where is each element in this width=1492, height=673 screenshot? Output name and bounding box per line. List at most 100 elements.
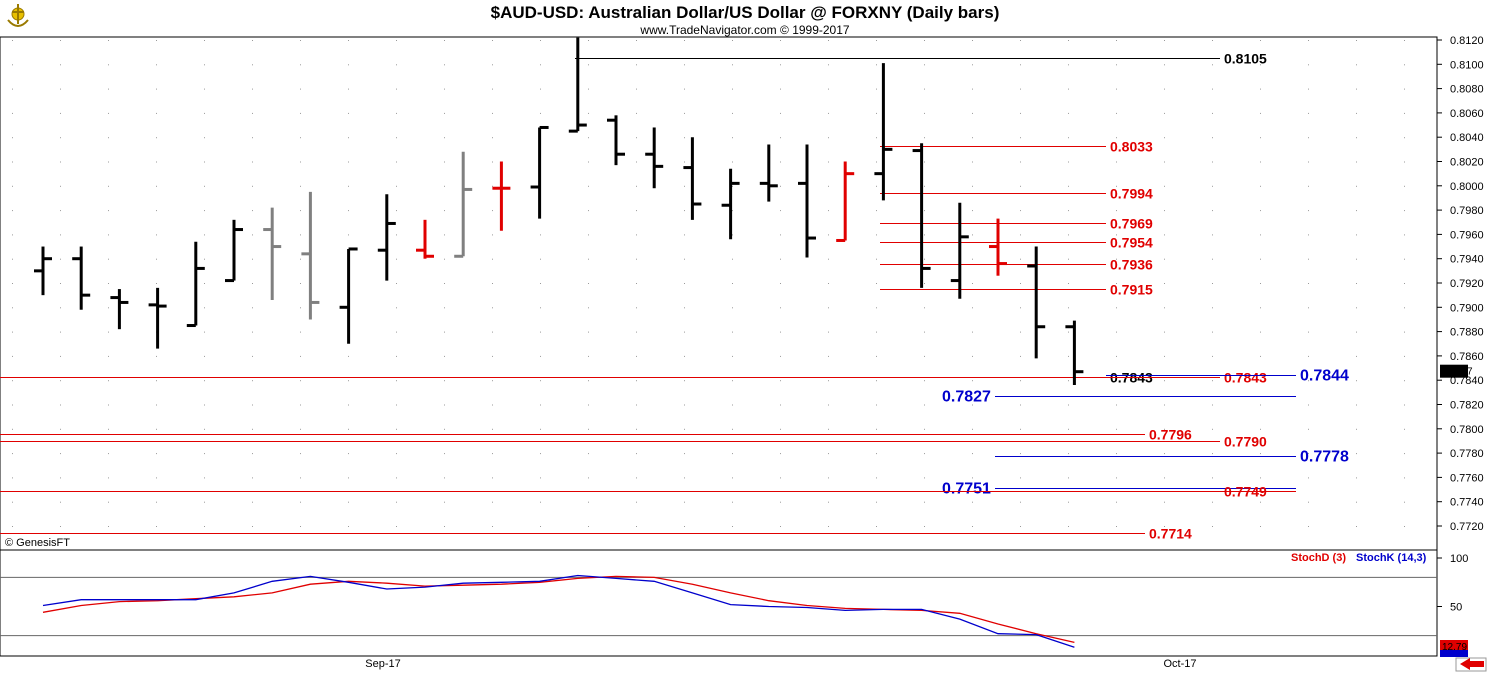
grid-dot bbox=[252, 64, 253, 66]
grid-dot bbox=[924, 501, 925, 503]
grid-dot bbox=[732, 380, 733, 382]
grid-dot bbox=[588, 258, 589, 260]
grid-dot bbox=[396, 88, 397, 90]
grid-dot bbox=[60, 453, 61, 455]
grid-dot bbox=[924, 161, 925, 163]
grid-dot bbox=[12, 307, 13, 309]
grid-dot bbox=[396, 112, 397, 114]
grid-dot bbox=[828, 526, 829, 527]
grid-dot bbox=[1356, 112, 1357, 114]
grid-dot bbox=[540, 234, 541, 236]
grid-dot bbox=[1020, 40, 1021, 41]
grid-dot bbox=[1308, 428, 1309, 430]
stoch-k-legend: StochK (14,3) bbox=[1356, 552, 1427, 564]
grid-dot bbox=[492, 40, 493, 41]
scroll-left-arrow-icon[interactable] bbox=[1455, 657, 1487, 672]
grid-dot bbox=[1164, 404, 1165, 406]
grid-dot bbox=[1260, 428, 1261, 430]
grid-dot bbox=[204, 88, 205, 90]
grid-dot bbox=[636, 64, 637, 66]
grid-dot bbox=[1308, 234, 1309, 236]
grid-dot bbox=[348, 112, 349, 114]
grid-dot bbox=[1164, 526, 1165, 527]
grid-dot bbox=[780, 477, 781, 479]
grid-dot bbox=[828, 161, 829, 163]
grid-dot bbox=[1260, 355, 1261, 357]
grid-dot bbox=[300, 283, 301, 284]
grid-dot bbox=[12, 355, 13, 357]
grid-dot bbox=[60, 161, 61, 163]
grid-dot bbox=[204, 380, 205, 382]
grid-dot bbox=[108, 258, 109, 260]
grid-dot bbox=[1356, 185, 1357, 187]
stoch-tick-label: 50 bbox=[1450, 602, 1462, 614]
grid-dot bbox=[1212, 88, 1213, 90]
grid-dot bbox=[1212, 428, 1213, 430]
grid-dot bbox=[204, 137, 205, 139]
grid-dot bbox=[1020, 307, 1021, 309]
grid-dot bbox=[972, 210, 973, 212]
grid-dot bbox=[828, 137, 829, 139]
grid-dot bbox=[60, 88, 61, 90]
grid-dot bbox=[1356, 40, 1357, 41]
grid-dot bbox=[924, 185, 925, 187]
grid-dot bbox=[492, 185, 493, 187]
grid-dot bbox=[60, 501, 61, 503]
grid-dot bbox=[876, 137, 877, 139]
grid-dot bbox=[684, 112, 685, 114]
grid-dot bbox=[684, 234, 685, 236]
grid-dot bbox=[252, 477, 253, 479]
grid-dot bbox=[252, 137, 253, 139]
grid-dot bbox=[780, 234, 781, 236]
grid-dot bbox=[1404, 331, 1405, 333]
grid-dot bbox=[1404, 64, 1405, 66]
grid-dot bbox=[972, 283, 973, 284]
grid-dot bbox=[924, 526, 925, 527]
grid-dot bbox=[780, 453, 781, 455]
grid-dot bbox=[444, 137, 445, 139]
grid-dot bbox=[684, 380, 685, 382]
grid-dot bbox=[204, 161, 205, 163]
grid-dot bbox=[1212, 526, 1213, 527]
grid-dot bbox=[1020, 453, 1021, 455]
grid-dot bbox=[1404, 428, 1405, 430]
grid-dot bbox=[60, 40, 61, 41]
grid-dot bbox=[108, 40, 109, 41]
level-label: 0.7751 bbox=[942, 481, 991, 498]
grid-dot bbox=[972, 185, 973, 187]
grid-dot bbox=[444, 501, 445, 503]
grid-dot bbox=[108, 380, 109, 382]
grid-dot bbox=[924, 428, 925, 430]
grid-dot bbox=[780, 64, 781, 66]
grid-dot bbox=[924, 283, 925, 284]
grid-dot bbox=[1260, 283, 1261, 284]
grid-dot bbox=[60, 283, 61, 284]
grid-dot bbox=[1116, 380, 1117, 382]
grid-dot bbox=[924, 234, 925, 236]
grid-dot bbox=[876, 380, 877, 382]
grid-dot bbox=[492, 307, 493, 309]
grid-dot bbox=[444, 526, 445, 527]
grid-dot bbox=[204, 185, 205, 187]
grid-dot bbox=[1116, 453, 1117, 455]
grid-dot bbox=[1356, 355, 1357, 357]
level-label: 0.8105 bbox=[1224, 51, 1267, 67]
grid-dot bbox=[1260, 477, 1261, 479]
grid-dot bbox=[300, 355, 301, 357]
grid-dot bbox=[924, 137, 925, 139]
grid-dot bbox=[444, 64, 445, 66]
grid-dot bbox=[444, 331, 445, 333]
grid-dot bbox=[1308, 210, 1309, 212]
grid-dot bbox=[588, 210, 589, 212]
grid-dot bbox=[204, 234, 205, 236]
grid-dot bbox=[1068, 453, 1069, 455]
level-label: 0.7954 bbox=[1110, 235, 1153, 251]
grid-dot bbox=[396, 526, 397, 527]
grid-dot bbox=[732, 307, 733, 309]
ohlc-bar bbox=[72, 246, 91, 310]
grid-dot bbox=[396, 234, 397, 236]
grid-dot bbox=[1308, 258, 1309, 260]
grid-dot bbox=[492, 355, 493, 357]
grid-dot bbox=[12, 380, 13, 382]
grid-dot bbox=[60, 477, 61, 479]
